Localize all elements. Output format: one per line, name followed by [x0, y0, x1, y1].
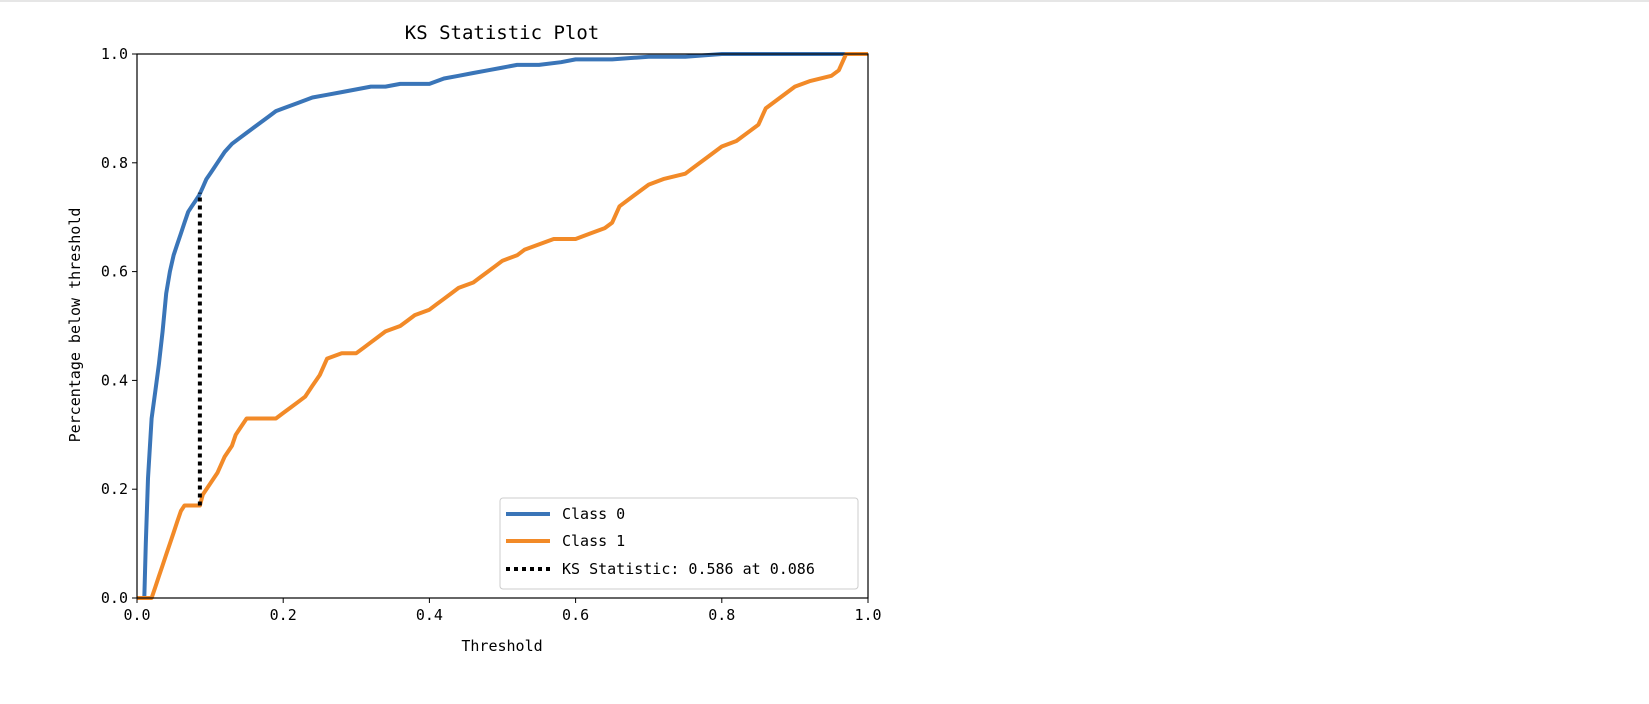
axis-ticks: 0.0 0.2 0.4 0.6 0.8 1.0 0.0 0.2 0.4 0.6 0.8 1.0: [101, 45, 882, 624]
x-tick-label: 0.0: [123, 606, 150, 624]
y-tick-label: 0.2: [101, 480, 128, 498]
axes-frame: [136, 53, 869, 599]
plot-area: [136, 52, 869, 600]
chart-title: KS Statistic Plot: [405, 22, 599, 44]
legend-box: [499, 497, 859, 590]
series-line-class-1: [137, 52, 868, 600]
top-divider: [0, 0, 1649, 2]
legend-label-class-1: Class 1: [562, 532, 625, 550]
x-tick-label: 0.8: [708, 606, 735, 624]
series-line-class-0: [137, 52, 868, 600]
y-tick-label: 0.6: [101, 263, 128, 281]
y-axis-label: Percentage below threshold: [66, 208, 84, 443]
y-tick-label: 1.0: [101, 45, 128, 63]
x-axis-label: Threshold: [461, 637, 542, 655]
x-tick-label: 0.6: [562, 606, 589, 624]
x-tick-label: 0.2: [270, 606, 297, 624]
y-tick-label: 0.4: [101, 371, 128, 389]
legend-label-class-0: Class 0: [562, 505, 625, 523]
y-tick-label: 0.8: [101, 154, 128, 172]
legend: Class 0 Class 1 KS Statistic: 0.586 at 0…: [499, 497, 859, 590]
y-tick-label: 0.0: [101, 589, 128, 607]
x-tick-label: 1.0: [854, 606, 881, 624]
x-tick-label: 0.4: [416, 606, 443, 624]
legend-label-ks-statistic: KS Statistic: 0.586 at 0.086: [562, 560, 815, 578]
